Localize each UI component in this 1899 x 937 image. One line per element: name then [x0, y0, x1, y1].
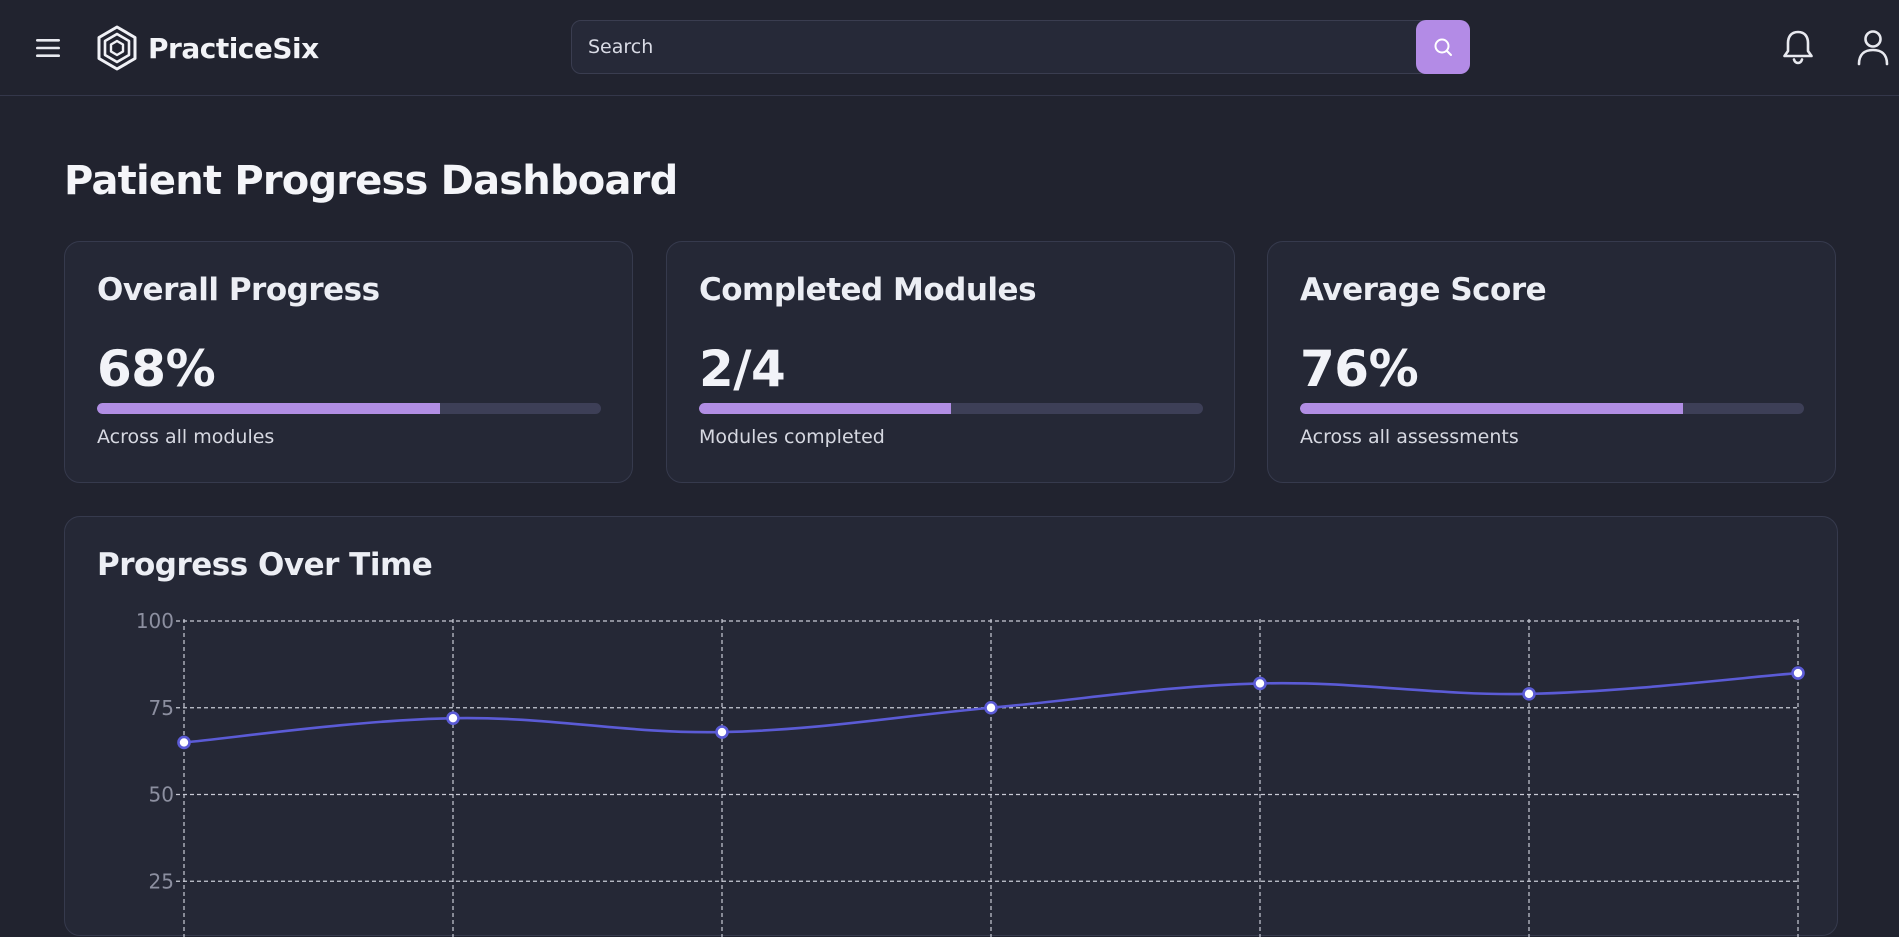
card-subtitle: Modules completed: [699, 426, 885, 448]
progress-line-chart: 100 75 50 25: [136, 609, 1805, 937]
progress-bar-fill: [1300, 403, 1684, 414]
hexagon-logo-icon: [97, 25, 137, 71]
card-value: 2/4: [699, 340, 786, 398]
user-icon[interactable]: [1856, 28, 1890, 66]
app-name: PracticeSix: [148, 31, 319, 65]
progress-bar: [1300, 403, 1804, 414]
data-point: [177, 735, 191, 750]
data-point: [446, 711, 460, 725]
top-navigation-bar: PracticeSix: [0, 0, 1899, 96]
y-tick-label: 100: [136, 609, 174, 633]
completed-modules-card: Completed Modules 2/4 Modules completed: [666, 241, 1235, 483]
app-logo[interactable]: PracticeSix: [96, 24, 319, 72]
y-tick-label: 75: [149, 696, 174, 720]
data-point: [984, 700, 998, 715]
progress-over-time-card: Progress Over Time 100 75 50 25: [64, 516, 1838, 937]
card-title: Completed Modules: [699, 272, 1037, 308]
data-point: [715, 725, 729, 739]
data-point: [1791, 666, 1805, 680]
card-subtitle: Across all assessments: [1300, 426, 1519, 448]
menu-button[interactable]: [30, 30, 66, 66]
search-button[interactable]: [1416, 20, 1470, 74]
progress-bar: [97, 403, 601, 414]
menu-icon: [36, 39, 60, 57]
card-value: 68%: [97, 340, 216, 398]
data-point: [1253, 676, 1267, 691]
average-score-card: Average Score 76% Across all assessments: [1267, 241, 1836, 483]
page-title: Patient Progress Dashboard: [64, 158, 678, 204]
card-subtitle: Across all modules: [97, 426, 275, 448]
search-bar: [571, 20, 1470, 74]
search-input[interactable]: [572, 21, 1417, 73]
progress-bar-fill: [97, 403, 440, 414]
card-title: Average Score: [1300, 272, 1547, 308]
bell-icon[interactable]: [1780, 28, 1816, 66]
chart-title: Progress Over Time: [97, 547, 433, 583]
card-title: Overall Progress: [97, 272, 380, 308]
card-value: 76%: [1300, 340, 1419, 398]
search-icon: [1434, 38, 1452, 56]
overall-progress-card: Overall Progress 68% Across all modules: [64, 241, 633, 483]
data-point: [1522, 687, 1536, 701]
y-tick-label: 50: [149, 783, 174, 807]
progress-bar: [699, 403, 1203, 414]
y-tick-label: 25: [149, 869, 174, 893]
progress-bar-fill: [699, 403, 951, 414]
